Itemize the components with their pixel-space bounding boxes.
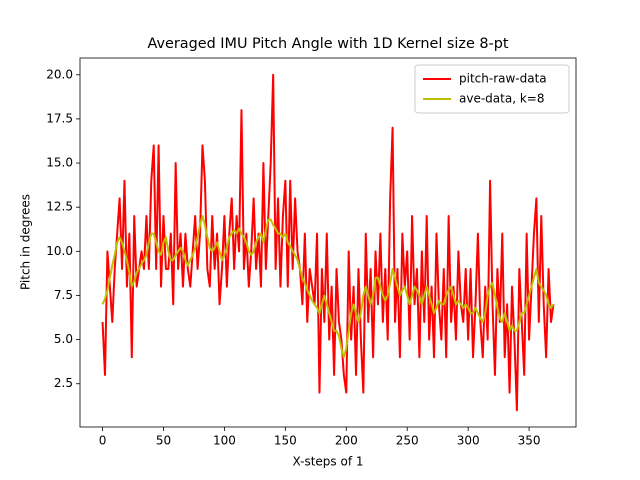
x-tick-label: 100 — [213, 434, 236, 448]
x-tick-label: 150 — [274, 434, 297, 448]
chart-title: Averaged IMU Pitch Angle with 1D Kernel … — [147, 36, 508, 52]
x-tick-label: 300 — [457, 434, 480, 448]
y-tick-label: 20.0 — [46, 67, 73, 81]
x-tick-label: 200 — [335, 434, 358, 448]
y-tick-label: 7.5 — [54, 288, 73, 302]
data-line — [101, 215, 555, 359]
y-tick-label: 2.5 — [54, 376, 73, 390]
legend-box — [414, 64, 570, 114]
y-tick-label: 17.5 — [46, 111, 73, 125]
legend-label: pitch-raw-data — [459, 72, 547, 86]
x-tick-label: 50 — [156, 434, 171, 448]
x-tick-label: 250 — [396, 434, 419, 448]
y-tick-label: 5.0 — [54, 332, 73, 346]
x-tick-label: 0 — [99, 434, 107, 448]
plot-frame — [79, 57, 577, 428]
x-tick-label: 350 — [518, 434, 541, 448]
legend-label: ave-data, k=8 — [459, 92, 544, 106]
y-axis-label: Pitch in degrees — [19, 194, 33, 290]
y-tick-label: 10.0 — [46, 244, 73, 258]
y-tick-label: 12.5 — [46, 200, 73, 214]
x-axis-label: X-steps of 1 — [293, 455, 364, 469]
y-tick-label: 15.0 — [46, 156, 73, 170]
